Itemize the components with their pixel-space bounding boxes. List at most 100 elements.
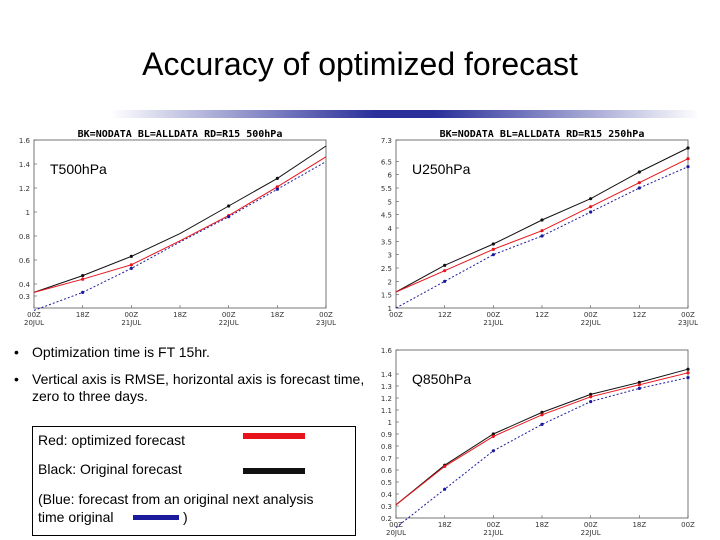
series-point-red bbox=[637, 383, 641, 387]
series-point-black bbox=[443, 263, 447, 267]
chart-u250: BK=NODATA BL=ALLDATA RD=R15 250hPa 7.3 6.5… bbox=[381, 129, 698, 327]
x-tick-label: 00Z bbox=[222, 311, 236, 319]
legend-blue-label-2: time original bbox=[38, 509, 114, 525]
series-point-blue bbox=[443, 279, 447, 283]
y-tick-label: 5 bbox=[388, 198, 392, 206]
series-point-red bbox=[443, 269, 447, 273]
y-tick-label: 1.2 bbox=[19, 185, 30, 193]
x-tick-label: 00Z bbox=[584, 311, 598, 319]
x-tick-label: 22JUL bbox=[581, 319, 601, 327]
y-tick-label: 1.6 bbox=[381, 347, 393, 355]
legend-blue-label-1: (Blue: forecast from an original next an… bbox=[38, 491, 314, 507]
series-point-red bbox=[589, 205, 593, 209]
series-line-black bbox=[395, 368, 689, 506]
series-line-red bbox=[395, 158, 689, 293]
x-tick-label: 20JUL bbox=[386, 529, 406, 537]
y-tick-label: 0.6 bbox=[381, 467, 393, 475]
series-point-black bbox=[227, 204, 231, 208]
y-tick-label: 1.4 bbox=[381, 371, 393, 379]
series-point-blue bbox=[589, 210, 593, 214]
legend-box: Red: optimized forecast Black: Original … bbox=[32, 426, 356, 536]
y-tick-label: 3 bbox=[388, 252, 392, 260]
x-tick-label: 00Z bbox=[389, 521, 403, 529]
x-tick-label: 00Z bbox=[486, 521, 500, 529]
bullet-item: • Optimization time is FT 15hr. bbox=[14, 344, 210, 360]
y-tick-label: 0.3 bbox=[19, 293, 30, 301]
legend-black-swatch bbox=[243, 468, 305, 474]
x-tick-label: 21JUL bbox=[121, 319, 141, 327]
series-point-red bbox=[129, 263, 133, 267]
series-point-blue bbox=[540, 234, 544, 238]
y-tick-label: 0.8 bbox=[381, 443, 392, 451]
series-point-red bbox=[491, 247, 495, 251]
x-tick-label: 12Z bbox=[632, 311, 646, 319]
y-tick-label: 2.5 bbox=[381, 265, 392, 273]
series-point-blue bbox=[491, 449, 495, 453]
x-tick-label: 18Z bbox=[76, 311, 90, 319]
series-point-blue bbox=[637, 386, 641, 390]
series-point-red bbox=[540, 413, 544, 417]
x-tick-label: 00Z bbox=[681, 521, 695, 529]
chart-header: BK=NODATA BL=ALLDATA RD=R15 500hPa bbox=[78, 129, 283, 140]
series-point-black bbox=[129, 254, 133, 258]
y-tick-label: 1 bbox=[388, 419, 392, 427]
series-line-red bbox=[33, 156, 327, 293]
x-tick-label: 18Z bbox=[632, 521, 646, 529]
y-tick-label: 1.3 bbox=[381, 383, 392, 391]
bullet-text: Optimization time is FT 15hr. bbox=[32, 344, 210, 360]
series-line-blue bbox=[395, 377, 689, 528]
series-point-black bbox=[491, 432, 495, 436]
y-tick-label: 3.5 bbox=[381, 238, 392, 246]
chart-header: BK=NODATA BL=ALLDATA RD=R15 250hPa bbox=[440, 129, 645, 140]
y-tick-label: 1.1 bbox=[381, 407, 392, 415]
y-tick-label: 0.2 bbox=[381, 515, 392, 523]
legend-black-label: Black: Original forecast bbox=[38, 461, 182, 477]
y-tick-label: 7.3 bbox=[381, 137, 392, 145]
x-tick-label: 22JUL bbox=[581, 529, 601, 537]
y-tick-label: 5.5 bbox=[381, 185, 392, 193]
x-tick-label: 18Z bbox=[535, 521, 549, 529]
series-point-black bbox=[686, 367, 690, 371]
y-tick-label: 0.5 bbox=[381, 479, 392, 487]
x-tick-label: 21JUL bbox=[483, 529, 503, 537]
y-tick-label: 6 bbox=[388, 172, 393, 180]
x-tick-label: 2009 bbox=[25, 327, 43, 328]
y-tick-label: 1.5 bbox=[381, 292, 392, 300]
legend-blue-label-3: ) bbox=[183, 509, 188, 525]
y-tick-label: 6.5 bbox=[381, 158, 392, 166]
x-tick-label: 12Z bbox=[438, 311, 452, 319]
series-point-red bbox=[491, 434, 495, 438]
series-line-red bbox=[395, 372, 689, 506]
y-tick-label: 4 bbox=[388, 225, 393, 233]
series-point-black bbox=[589, 392, 593, 396]
series-point-red bbox=[275, 185, 279, 189]
series-point-red bbox=[686, 157, 690, 161]
series-point-blue bbox=[491, 253, 495, 257]
y-tick-label: 1.4 bbox=[19, 161, 31, 169]
series-point-blue bbox=[637, 186, 641, 190]
series-point-red bbox=[443, 464, 447, 468]
x-tick-label: 00Z bbox=[584, 521, 598, 529]
bullet-list: • Optimization time is FT 15hr. • Vertical… bbox=[10, 344, 370, 415]
chart-t500: BK=NODATA BL=ALLDATA RD=R15 500hPa 1.6 1.4… bbox=[19, 129, 336, 328]
x-tick-label: 00Z bbox=[681, 311, 695, 319]
series-point-blue bbox=[227, 215, 231, 219]
x-tick-label: 00Z bbox=[27, 311, 41, 319]
series-point-black bbox=[589, 197, 593, 201]
series-point-black bbox=[686, 146, 690, 150]
x-tick-label: 18Z bbox=[173, 311, 187, 319]
x-tick-label: 00Z bbox=[486, 311, 500, 319]
y-tick-label: 1.2 bbox=[381, 395, 392, 403]
series-point-blue bbox=[443, 487, 447, 491]
x-tick-label: 23JUL bbox=[316, 319, 336, 327]
series-point-black bbox=[540, 218, 544, 222]
x-tick-label: 18Z bbox=[270, 311, 284, 319]
x-tick-label: 00Z bbox=[124, 311, 138, 319]
legend-blue-swatch bbox=[133, 515, 179, 520]
series-point-blue bbox=[540, 422, 544, 426]
series-point-black bbox=[637, 170, 641, 174]
series-point-blue bbox=[129, 266, 133, 270]
chart-q850: 1.6 1.4 1.3 1.2 1.1 1 0.9 0.8 0.7 0.6 0.5 0.4 0.3 0.2… bbox=[381, 347, 695, 538]
series-point-blue bbox=[686, 376, 690, 380]
x-tick-label: 21JUL bbox=[483, 319, 503, 327]
